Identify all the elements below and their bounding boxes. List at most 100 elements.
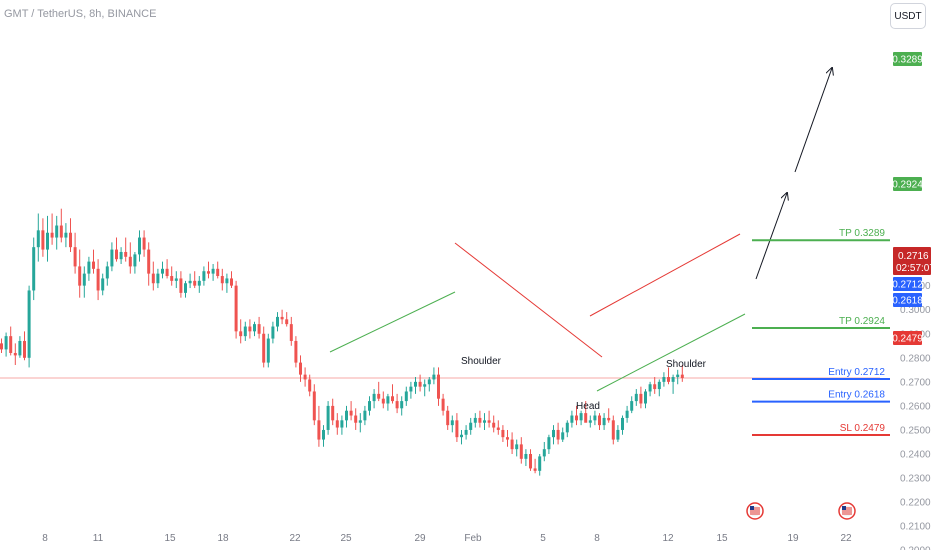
x-tick-label: 8 xyxy=(594,533,600,544)
candle-body xyxy=(248,326,252,332)
candle xyxy=(322,425,325,447)
candle-body xyxy=(533,468,537,471)
candle xyxy=(18,336,22,358)
candle xyxy=(575,405,578,426)
candle-body xyxy=(667,377,670,382)
candle-body xyxy=(510,439,514,450)
candle xyxy=(50,213,54,245)
candle xyxy=(294,336,298,368)
candle-body xyxy=(524,454,528,459)
candle-body xyxy=(211,268,215,274)
candle xyxy=(552,425,555,445)
candle-body xyxy=(395,401,399,409)
candle-body xyxy=(552,429,555,438)
candle xyxy=(340,415,344,435)
candle-body xyxy=(105,266,109,279)
candle xyxy=(78,249,82,298)
flag-canton xyxy=(842,506,846,510)
candle-body xyxy=(262,333,266,363)
x-tick-label: 5 xyxy=(540,533,546,544)
candle-body xyxy=(561,432,565,440)
x-axis-labels: 8 11 15 18 22 25 29 Feb 5 8 12 15 19 22 xyxy=(42,533,852,544)
candle xyxy=(588,415,592,428)
candle-body xyxy=(110,249,114,267)
candle-body xyxy=(455,420,459,438)
candle-body xyxy=(13,352,17,356)
candle-body xyxy=(156,273,160,284)
candle xyxy=(579,410,583,426)
candle-body xyxy=(450,420,454,426)
x-tick-label: 12 xyxy=(662,533,674,544)
candle-body xyxy=(427,379,431,385)
candle-body xyxy=(565,422,569,433)
candle-body xyxy=(303,374,307,380)
candle xyxy=(529,449,532,471)
candle xyxy=(193,271,197,289)
candle xyxy=(211,264,215,281)
candle xyxy=(634,389,638,406)
candle-body xyxy=(625,410,629,418)
candle-body xyxy=(335,420,339,428)
candle xyxy=(621,415,624,435)
candle-body xyxy=(400,401,404,409)
candle xyxy=(391,384,394,404)
candle xyxy=(253,321,256,337)
us-event-flag-icon[interactable] xyxy=(838,502,856,520)
candle xyxy=(110,242,114,272)
candle-body xyxy=(225,278,229,284)
candle xyxy=(483,413,486,430)
candle xyxy=(556,422,560,445)
candle xyxy=(542,441,546,462)
candle-body xyxy=(487,420,491,423)
candle xyxy=(225,273,229,293)
candle xyxy=(496,420,500,435)
take-profit-2-tag-text: 0.3289 xyxy=(892,55,923,66)
candle-body xyxy=(529,454,532,469)
candle xyxy=(437,367,440,406)
y-tick-label: 0.2700 xyxy=(900,377,931,388)
candlesticks xyxy=(0,208,684,476)
candle-body xyxy=(501,429,505,438)
candle-body xyxy=(556,429,560,440)
entry-2-tag xyxy=(893,293,922,307)
entry-2-tag-text: 0.2618 xyxy=(892,296,923,307)
candle-body xyxy=(363,410,367,421)
take-profit-1-tag xyxy=(893,177,922,191)
candle xyxy=(165,259,169,279)
candle-body xyxy=(372,393,376,402)
candle xyxy=(418,374,422,392)
candle xyxy=(23,331,26,361)
candle xyxy=(133,251,137,274)
candle xyxy=(317,405,321,447)
symbol-title[interactable]: GMT / TetherUS, 8h, BINANCE xyxy=(4,8,157,20)
us-event-flag-icon[interactable] xyxy=(746,502,764,520)
candle-body xyxy=(644,391,647,404)
right-shoulder-label: Shoulder xyxy=(666,359,707,370)
stop-loss-label: SL 0.2479 xyxy=(840,423,886,434)
candle-body xyxy=(414,381,417,387)
candle xyxy=(598,413,601,430)
candle xyxy=(27,285,31,368)
candle xyxy=(547,434,551,454)
candle-body xyxy=(648,384,652,392)
current-price-tag xyxy=(893,247,931,275)
candle xyxy=(4,332,8,357)
candle-body xyxy=(128,256,132,267)
candle xyxy=(611,415,615,445)
candle-body xyxy=(602,417,606,426)
candle xyxy=(354,408,358,430)
candle-body xyxy=(257,324,261,334)
candle-body xyxy=(340,420,344,428)
candle xyxy=(147,242,151,286)
candle-body xyxy=(653,384,657,390)
candle xyxy=(657,379,661,397)
candle-body xyxy=(588,420,592,423)
candle-body xyxy=(634,393,638,402)
candle xyxy=(427,377,431,392)
candle xyxy=(124,237,128,262)
candle xyxy=(662,372,666,387)
currency-button[interactable]: USDT xyxy=(890,3,926,29)
candle-body xyxy=(598,415,601,426)
